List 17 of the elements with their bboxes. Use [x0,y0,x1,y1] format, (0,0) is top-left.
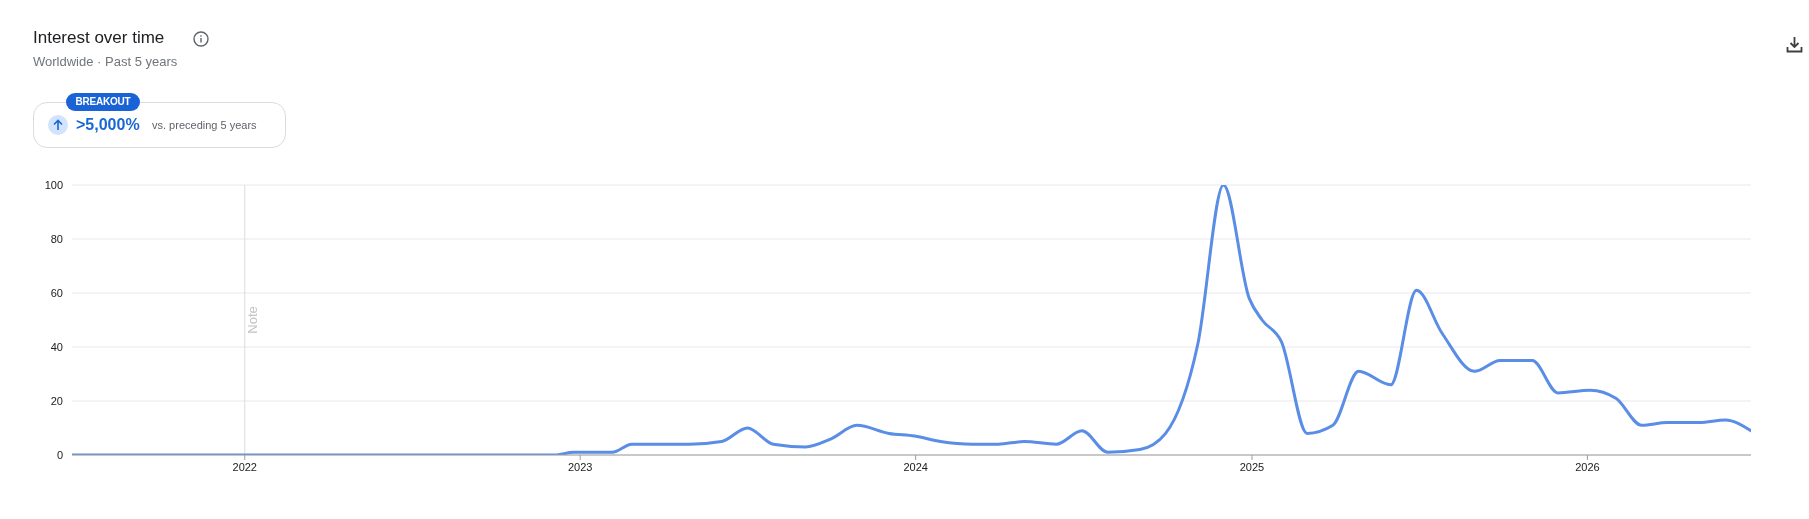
x-tick-label: 2024 [903,460,928,473]
y-tick-label: 100 [44,178,63,191]
y-tick-label: 60 [50,286,63,299]
x-tick-label: 2023 [567,460,593,473]
text: BREAKOUT [66,93,140,111]
chart-subtitle: Worldwide · Past 5 years [33,54,178,70]
chart-title: Interest over time [33,27,165,49]
x-tick-label: 2026 [1575,460,1600,473]
text: >5,000% [76,115,140,135]
y-tick-label: 0 [56,448,63,461]
y-tick-label: 40 [50,340,63,353]
ref-line-label: Note [245,306,261,334]
text: vs. preceding 5 years [152,118,257,132]
y-tick-label: 20 [50,394,63,407]
x-tick-label: 2022 [232,460,258,473]
x-tick-label: 2025 [1239,460,1265,473]
y-tick-label: 80 [50,232,63,245]
